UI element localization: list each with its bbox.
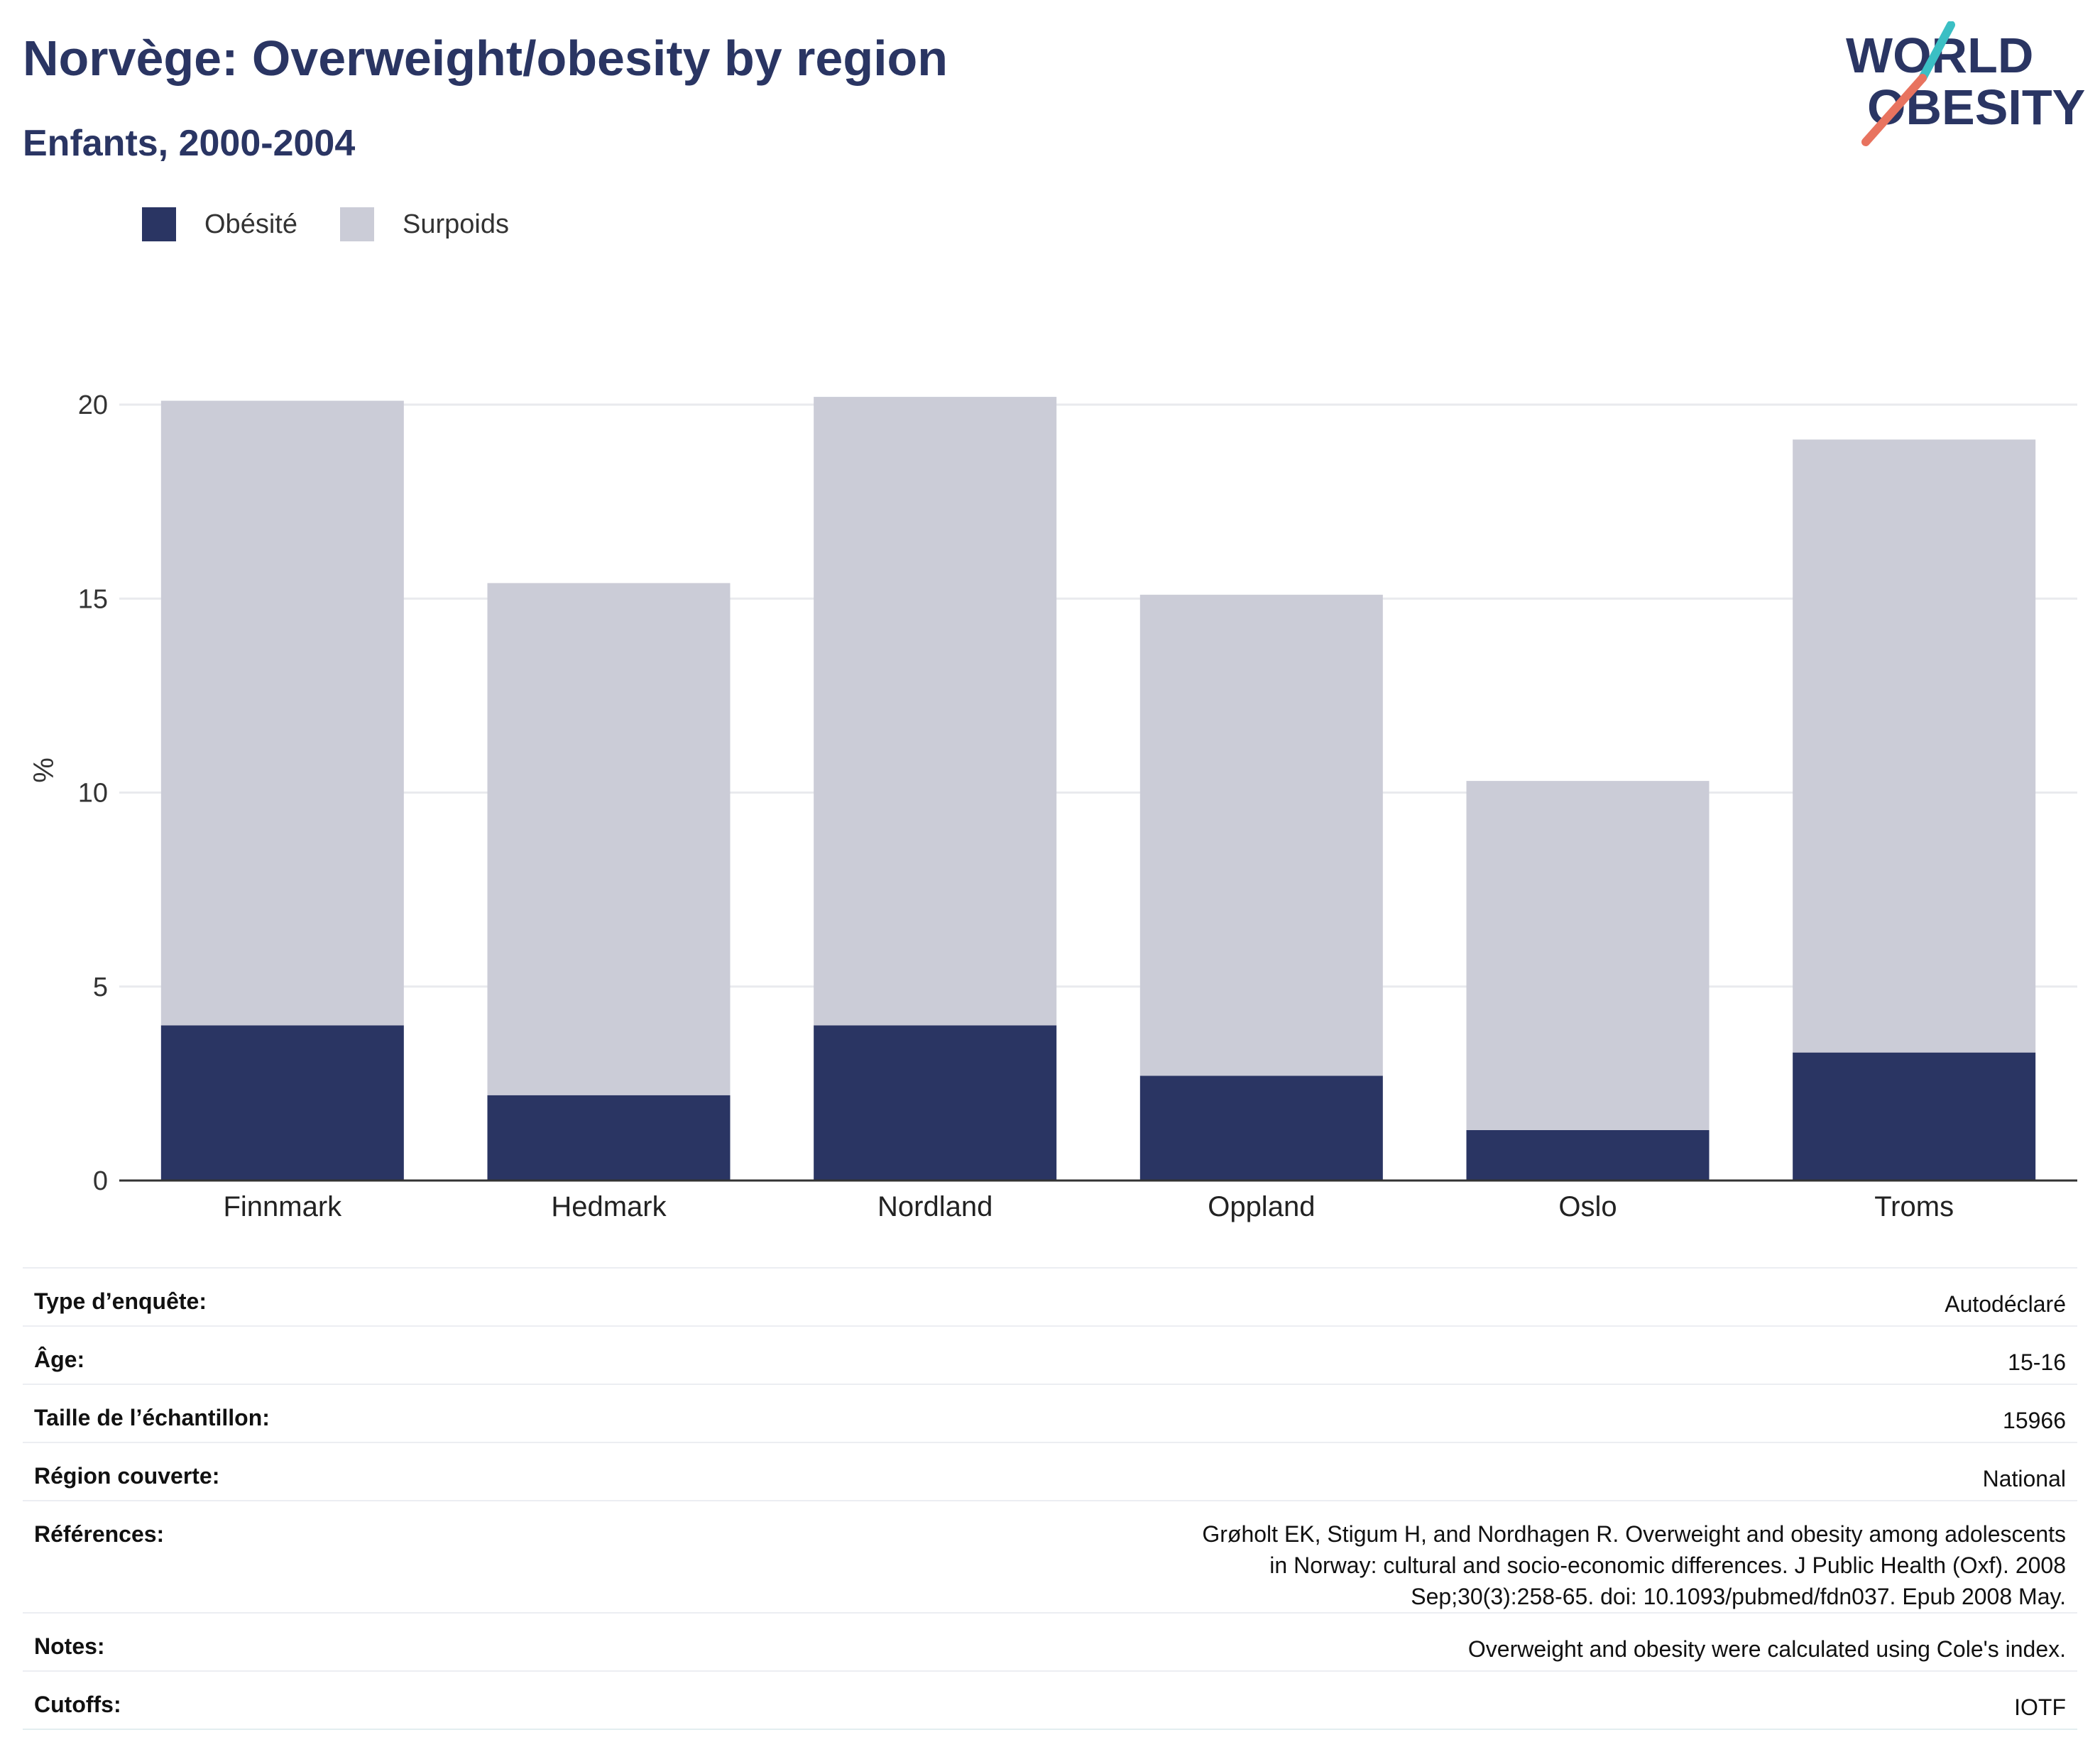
info-key: Région couverte: bbox=[23, 1442, 542, 1501]
y-tick-label: 15 bbox=[78, 584, 108, 614]
info-key: Notes: bbox=[23, 1612, 542, 1671]
info-value: 15966 bbox=[542, 1384, 2077, 1442]
info-key: Taille de l’échantillon: bbox=[23, 1384, 542, 1442]
y-tick-label: 10 bbox=[78, 779, 108, 809]
logo-slash-teal bbox=[1918, 21, 1955, 82]
bar-overweight-oslo bbox=[1466, 781, 1710, 1130]
info-key: Type d’enquête: bbox=[23, 1267, 542, 1326]
info-value: Autodéclaré bbox=[542, 1267, 2077, 1326]
legend-swatch-obesity bbox=[142, 207, 176, 241]
chart-title: Norvège: Overweight/obesity by region bbox=[23, 31, 948, 86]
bar-overweight-nordland bbox=[814, 397, 1057, 1026]
x-tick-label: Hedmark bbox=[551, 1191, 667, 1222]
info-row: Cutoffs: IOTF bbox=[23, 1670, 2077, 1730]
chart-legend: Obésité Surpoids bbox=[142, 207, 552, 241]
info-value: Overweight and obesity were calculated u… bbox=[542, 1612, 2077, 1671]
survey-info-table: Type d’enquête: Autodéclaré Âge: 15-16 Taill… bbox=[23, 1267, 2077, 1730]
legend-label-obesity: Obésité bbox=[204, 209, 297, 239]
world-obesity-logo: WORLD OBESITY bbox=[1846, 21, 2085, 146]
info-row: Type d’enquête: Autodéclaré bbox=[23, 1267, 2077, 1326]
bar-overweight-oppland bbox=[1139, 594, 1383, 1076]
bar-obesity-oppland bbox=[1139, 1075, 1383, 1181]
bar-obesity-nordland bbox=[814, 1025, 1057, 1181]
logo-text-obesity: OBESITY bbox=[1867, 80, 2085, 135]
logo-slash-coral bbox=[1861, 74, 1927, 146]
y-tick-label: 0 bbox=[93, 1166, 108, 1196]
info-value: National bbox=[542, 1442, 2077, 1501]
chart-subtitle: Enfants, 2000-2004 bbox=[23, 123, 356, 164]
legend-item-obesity[interactable]: Obésité bbox=[142, 207, 297, 241]
stacked-bar-chart: 0 5 10 15 20% Finnmark Hedmark Nordland Oppland O… bbox=[28, 390, 2077, 1222]
info-row: Références: Grøholt EK, Stigum H, and Nor… bbox=[23, 1500, 2077, 1613]
bar-obesity-troms bbox=[1793, 1052, 2036, 1181]
bar-obesity-oslo bbox=[1466, 1129, 1710, 1181]
x-tick-label: Finnmark bbox=[223, 1191, 342, 1222]
legend-label-overweight: Surpoids bbox=[402, 209, 509, 239]
info-row: Taille de l’échantillon: 15966 bbox=[23, 1384, 2077, 1442]
y-axis-label: % bbox=[28, 757, 60, 783]
info-key: Références: bbox=[23, 1500, 542, 1613]
info-row: Région couverte: National bbox=[23, 1442, 2077, 1501]
info-value: 15-16 bbox=[542, 1325, 2077, 1384]
bar-overweight-hedmark bbox=[487, 583, 731, 1095]
info-key: Cutoffs: bbox=[23, 1670, 542, 1730]
legend-swatch-overweight bbox=[339, 207, 374, 241]
y-tick-label: 20 bbox=[78, 390, 108, 420]
bar-overweight-finnmark bbox=[160, 400, 404, 1026]
bar-overweight-troms bbox=[1793, 439, 2036, 1053]
x-tick-label: Oslo bbox=[1558, 1191, 1617, 1222]
info-key: Âge: bbox=[23, 1325, 542, 1384]
info-row: Âge: 15-16 bbox=[23, 1325, 2077, 1384]
info-value: IOTF bbox=[542, 1670, 2077, 1730]
info-value: Grøholt EK, Stigum H, and Nordhagen R. O… bbox=[542, 1500, 2077, 1613]
info-row: Notes: Overweight and obesity were calcul… bbox=[23, 1612, 2077, 1671]
bar-obesity-hedmark bbox=[487, 1095, 731, 1181]
y-tick-label: 5 bbox=[93, 973, 108, 1002]
x-tick-label: Nordland bbox=[877, 1191, 992, 1222]
legend-item-overweight[interactable]: Surpoids bbox=[339, 207, 509, 241]
x-tick-label: Troms bbox=[1874, 1191, 1954, 1222]
x-tick-label: Oppland bbox=[1208, 1191, 1315, 1222]
bar-obesity-finnmark bbox=[160, 1025, 404, 1181]
